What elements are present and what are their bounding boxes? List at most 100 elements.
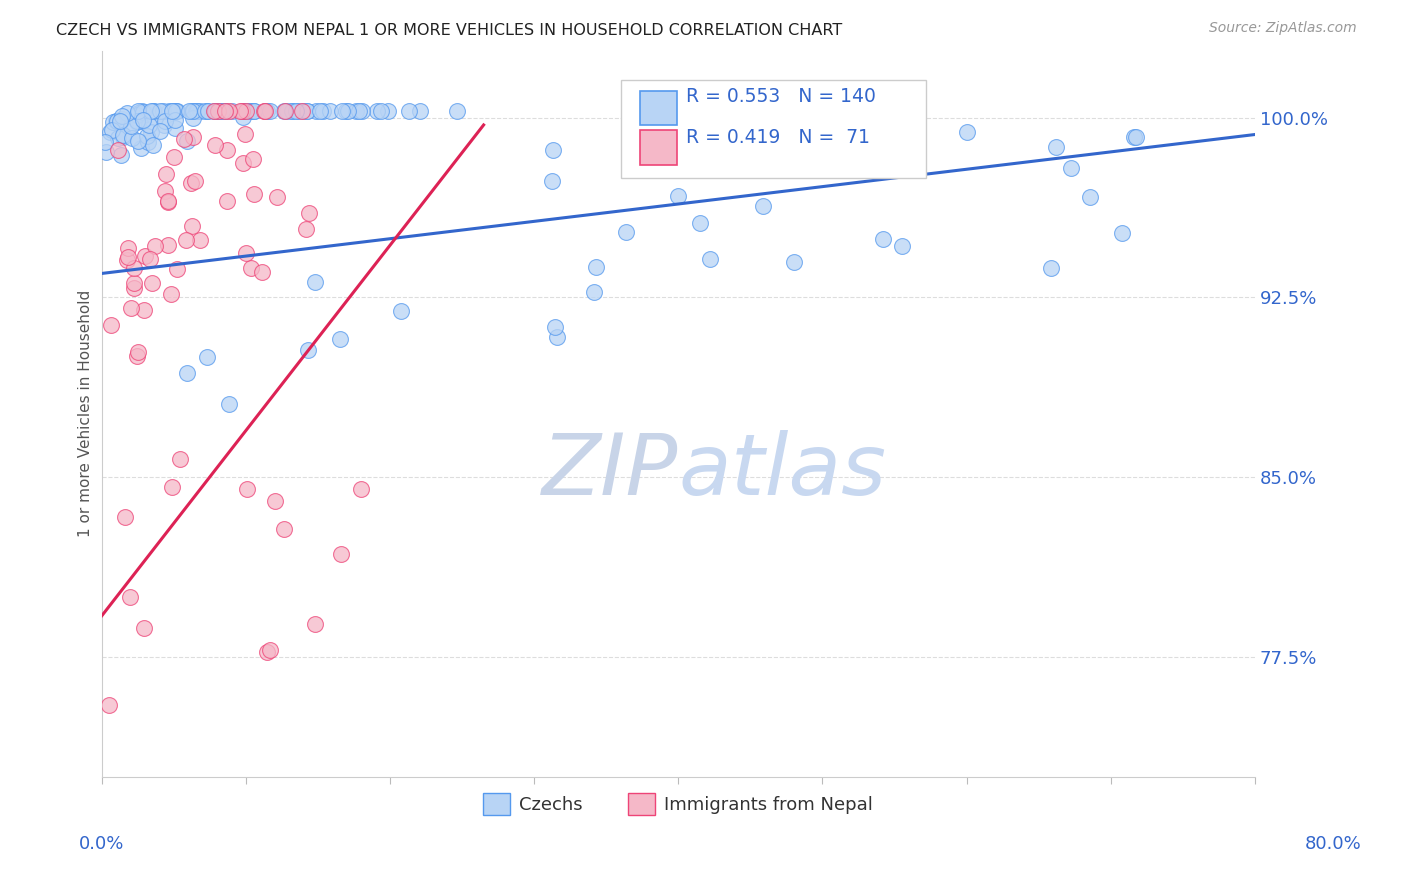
Point — [174, 233, 197, 247]
Point — [127, 106, 149, 120]
Point — [1078, 190, 1101, 204]
Point — [160, 481, 183, 495]
Point — [214, 103, 236, 118]
Point — [211, 103, 233, 118]
Point — [232, 110, 254, 124]
Point — [186, 103, 208, 118]
Point — [370, 103, 392, 118]
Point — [98, 125, 121, 139]
Legend: Czechs, Immigrants from Nepal: Czechs, Immigrants from Nepal — [477, 786, 880, 822]
Point — [188, 233, 211, 247]
Point — [180, 176, 202, 190]
Point — [239, 103, 262, 118]
Point — [94, 135, 117, 149]
Point — [128, 114, 150, 128]
Point — [152, 118, 174, 132]
Point — [163, 112, 186, 127]
Text: R = 0.553   N = 140: R = 0.553 N = 140 — [686, 87, 876, 106]
Point — [176, 134, 198, 148]
Point — [232, 155, 254, 169]
Point — [149, 124, 172, 138]
Point — [120, 590, 142, 604]
Point — [156, 237, 179, 252]
Point — [253, 103, 276, 118]
Point — [163, 103, 186, 118]
Point — [188, 103, 211, 118]
Point — [105, 113, 128, 128]
Point — [110, 114, 132, 128]
Point — [214, 103, 236, 118]
Point — [149, 103, 172, 118]
Point — [110, 147, 132, 161]
Point — [214, 103, 236, 118]
Point — [181, 103, 204, 118]
Point — [312, 103, 335, 118]
Point — [153, 114, 176, 128]
Text: 0.0%: 0.0% — [79, 835, 124, 853]
Point — [202, 103, 225, 118]
Point — [344, 103, 367, 118]
Point — [125, 349, 148, 363]
Point — [162, 103, 184, 118]
FancyBboxPatch shape — [620, 79, 927, 178]
Point — [135, 107, 157, 121]
Point — [207, 103, 229, 118]
Point — [163, 150, 186, 164]
Point — [1059, 161, 1081, 176]
Point — [127, 108, 149, 122]
Point — [287, 103, 309, 118]
Point — [155, 167, 177, 181]
Point — [169, 451, 191, 466]
Bar — [640, 130, 678, 165]
Point — [157, 103, 180, 118]
Point — [273, 103, 295, 118]
Point — [122, 276, 145, 290]
Point — [284, 103, 307, 118]
Point — [181, 130, 204, 145]
Point — [1122, 129, 1144, 144]
Point — [111, 129, 134, 144]
Point — [582, 285, 605, 299]
Point — [162, 103, 184, 118]
Point — [891, 239, 914, 253]
Point — [232, 103, 254, 118]
Point — [689, 216, 711, 230]
Point — [259, 103, 281, 118]
Point — [166, 261, 188, 276]
Point — [329, 333, 352, 347]
Point — [752, 198, 775, 212]
Point — [108, 115, 131, 129]
Point — [179, 103, 201, 118]
Point — [107, 131, 129, 145]
Point — [1125, 129, 1147, 144]
Point — [309, 103, 332, 118]
Point — [127, 134, 149, 148]
Point — [229, 103, 252, 118]
Point — [120, 120, 142, 134]
Point — [329, 547, 352, 561]
Point — [184, 173, 207, 187]
Point — [281, 103, 304, 118]
Point — [204, 103, 226, 118]
Point — [115, 106, 138, 120]
Point — [212, 103, 235, 118]
Point — [273, 522, 295, 536]
Point — [1039, 261, 1062, 276]
Point — [143, 239, 166, 253]
Point — [215, 143, 238, 157]
Point — [398, 103, 420, 118]
Point — [176, 366, 198, 380]
Point — [120, 301, 142, 315]
Point — [121, 130, 143, 145]
Point — [235, 245, 257, 260]
Point — [181, 112, 204, 126]
Point — [136, 136, 159, 150]
Point — [349, 103, 371, 118]
Point — [160, 287, 183, 301]
Point — [125, 113, 148, 128]
Point — [184, 103, 207, 118]
Text: R = 0.419   N =  71: R = 0.419 N = 71 — [686, 128, 870, 147]
Point — [1045, 140, 1067, 154]
Point — [585, 260, 607, 274]
Point — [304, 275, 326, 289]
